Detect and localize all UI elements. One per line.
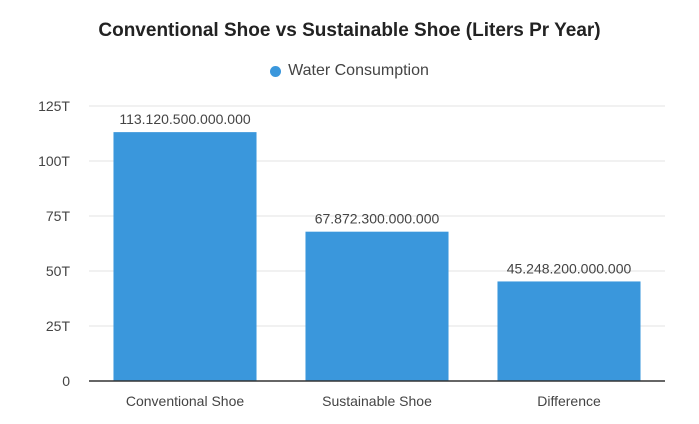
chart-title: Conventional Shoe vs Sustainable Shoe (L… — [98, 20, 601, 41]
y-tick-label: 100T — [38, 153, 70, 169]
legend-swatch — [270, 65, 282, 77]
x-tick-label: Conventional Shoe — [126, 393, 245, 409]
bar — [305, 231, 449, 381]
x-tick-label: Sustainable Shoe — [322, 393, 432, 409]
y-tick-label: 50T — [46, 263, 71, 279]
y-tick-label: 25T — [46, 318, 71, 334]
y-tick-label: 125T — [38, 98, 70, 114]
legend: Water Consumption — [0, 62, 699, 80]
data-label: 113.120.500.000.000 — [119, 111, 251, 127]
y-tick-label: 0 — [62, 373, 70, 389]
y-tick-label: 75T — [46, 208, 71, 224]
x-tick-label: Difference — [537, 393, 601, 409]
legend-label: Water Consumption — [288, 62, 429, 79]
bar — [113, 132, 257, 381]
bar — [497, 281, 641, 381]
data-label: 67.872.300.000.000 — [315, 211, 440, 227]
data-label: 45.248.200.000.000 — [507, 260, 632, 276]
